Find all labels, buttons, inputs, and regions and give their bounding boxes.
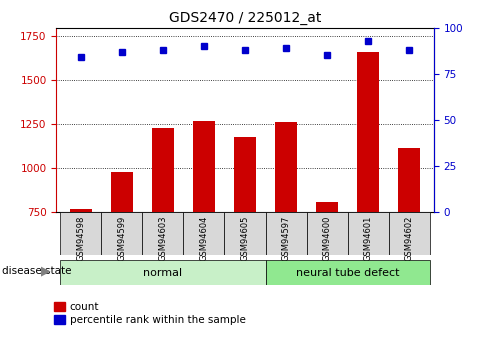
Bar [70,209,92,212]
FancyBboxPatch shape [307,212,347,255]
Bar [316,201,338,212]
Text: neural tube defect: neural tube defect [296,268,399,277]
FancyBboxPatch shape [143,212,183,255]
Bar [398,148,420,212]
FancyBboxPatch shape [266,212,307,255]
Text: GSM94599: GSM94599 [118,216,126,261]
Text: ▶: ▶ [41,264,50,277]
FancyBboxPatch shape [389,212,430,255]
FancyBboxPatch shape [101,212,143,255]
Text: GSM94604: GSM94604 [199,216,208,261]
FancyBboxPatch shape [183,212,224,255]
Text: GSM94603: GSM94603 [158,216,168,261]
Bar [234,137,256,212]
FancyBboxPatch shape [60,260,266,285]
Text: GSM94605: GSM94605 [241,216,249,261]
FancyBboxPatch shape [224,212,266,255]
Title: GDS2470 / 225012_at: GDS2470 / 225012_at [169,11,321,25]
Bar [152,128,174,212]
Bar [357,52,379,212]
Bar [193,121,215,212]
Legend: count, percentile rank within the sample: count, percentile rank within the sample [54,302,245,325]
FancyBboxPatch shape [347,212,389,255]
Bar [275,122,297,212]
Text: GSM94600: GSM94600 [322,216,332,261]
Text: GSM94601: GSM94601 [364,216,372,261]
Text: GSM94597: GSM94597 [282,216,291,261]
Text: GSM94598: GSM94598 [76,216,85,261]
Bar [111,172,133,212]
FancyBboxPatch shape [266,260,430,285]
Text: disease state: disease state [2,266,72,276]
Text: normal: normal [144,268,183,277]
Text: GSM94602: GSM94602 [405,216,414,261]
FancyBboxPatch shape [60,212,101,255]
